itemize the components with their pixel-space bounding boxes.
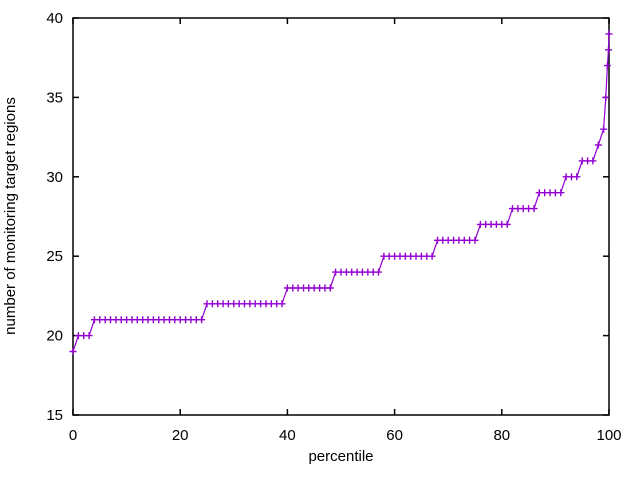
x-tick-label: 80 [493,427,510,444]
y-tick-label: 40 [46,10,63,27]
data-point-markers [69,30,613,355]
x-tick-label: 0 [69,427,77,444]
y-axis-label: number of monitoring target regions [2,97,19,335]
x-tick-label: 100 [596,427,621,444]
y-tick-label: 35 [46,89,63,106]
x-tick-label: 40 [279,427,296,444]
y-tick-label: 25 [46,248,63,265]
y-tick-label: 20 [46,328,63,345]
plot-border [72,17,610,416]
x-tick-label: 60 [386,427,403,444]
y-tick-label: 15 [46,407,63,424]
plot-area: 0 20 40 60 80 100 15 20 25 30 35 40 [46,10,621,444]
x-tick-label: 20 [172,427,189,444]
data-line [72,33,610,352]
x-axis-label: percentile [308,448,373,465]
y-tick-label: 30 [46,169,63,186]
